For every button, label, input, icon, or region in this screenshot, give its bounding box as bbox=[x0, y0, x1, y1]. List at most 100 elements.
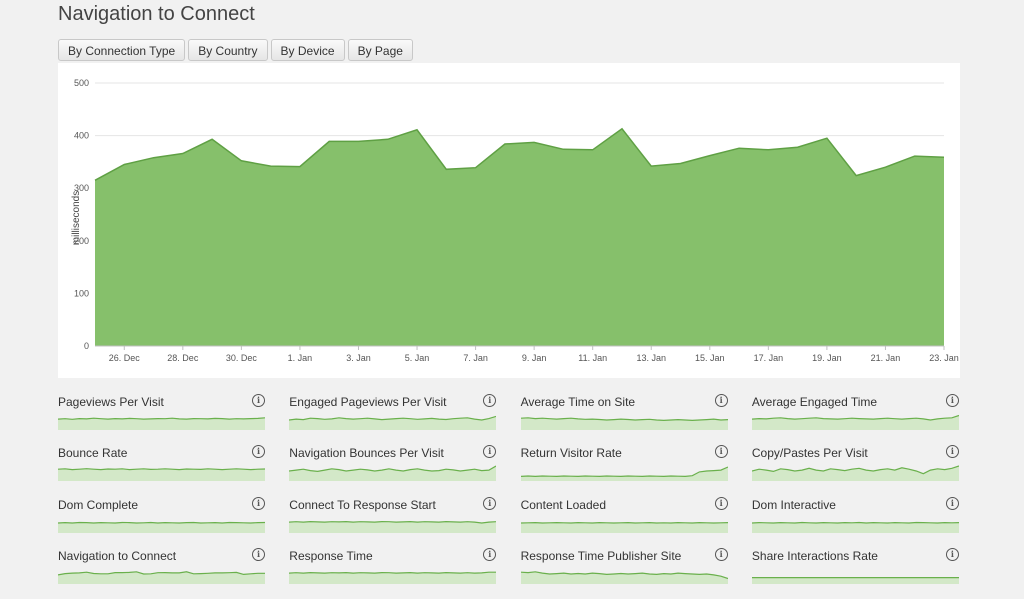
y-tick-label: 500 bbox=[74, 78, 89, 88]
metric-response-time-publisher-site[interactable]: Response Time Publisher Site i bbox=[520, 544, 728, 586]
sparkline-line bbox=[289, 415, 497, 421]
metric-share-interactions-rate[interactable]: Share Interactions Rate i bbox=[751, 544, 959, 586]
x-tick-label: 3. Jan bbox=[346, 353, 371, 363]
info-icon[interactable]: i bbox=[714, 445, 728, 459]
x-tick-label: 1. Jan bbox=[288, 353, 313, 363]
metric-average-time-on-site[interactable]: Average Time on Site i bbox=[520, 390, 728, 432]
metric-label: Dom Interactive bbox=[751, 497, 836, 512]
sparkline-line bbox=[58, 521, 265, 524]
metric-sparkline bbox=[751, 465, 959, 482]
info-icon[interactable]: i bbox=[252, 547, 265, 561]
metric-return-visitor-rate[interactable]: Return Visitor Rate i bbox=[520, 441, 728, 483]
metric-sparkline bbox=[289, 571, 497, 584]
x-tick-label: 28. Dec bbox=[167, 353, 199, 363]
x-tick-label: 7. Jan bbox=[463, 353, 488, 363]
info-icon[interactable]: i bbox=[252, 496, 265, 510]
sparkline-line bbox=[751, 521, 959, 524]
sparkline-fill bbox=[58, 522, 265, 533]
x-tick-label: 30. Dec bbox=[226, 353, 258, 363]
info-icon[interactable]: i bbox=[252, 445, 265, 459]
info-icon[interactable]: i bbox=[252, 394, 265, 407]
sparkline-fill bbox=[289, 521, 497, 533]
metric-dom-interactive[interactable]: Dom Interactive i bbox=[751, 493, 959, 535]
metric-dom-complete[interactable]: Dom Complete i bbox=[58, 493, 265, 535]
tab-by-connection-type[interactable]: By Connection Type bbox=[58, 39, 186, 61]
sparkline-fill bbox=[520, 571, 728, 584]
x-tick-label: 23. Jan bbox=[929, 353, 959, 363]
x-tick-label: 26. Dec bbox=[109, 353, 141, 363]
metric-sparkline bbox=[58, 521, 265, 533]
metric-sparkline bbox=[520, 521, 728, 533]
sparkline-line bbox=[58, 468, 265, 471]
metric-sparkline bbox=[751, 414, 959, 430]
area-line bbox=[94, 127, 945, 181]
metric-response-time[interactable]: Response Time i bbox=[289, 544, 497, 586]
metric-pageviews-per-visit[interactable]: Pageviews Per Visit i bbox=[58, 390, 265, 432]
metric-bounce-rate[interactable]: Bounce Rate i bbox=[58, 441, 265, 483]
tab-by-country[interactable]: By Country bbox=[188, 39, 268, 61]
info-icon[interactable]: i bbox=[483, 445, 497, 459]
metric-average-engaged-time[interactable]: Average Engaged Time i bbox=[751, 390, 959, 432]
y-tick-label: 100 bbox=[74, 288, 89, 298]
x-tick-label: 13. Jan bbox=[636, 353, 666, 363]
breakdown-tabs: By Connection Type By Country By Device … bbox=[58, 39, 413, 61]
metric-label: Pageviews Per Visit bbox=[58, 395, 164, 409]
metric-sparkline bbox=[58, 468, 265, 482]
chart-area-series bbox=[94, 127, 945, 346]
tab-by-device[interactable]: By Device bbox=[270, 39, 345, 61]
info-icon[interactable]: i bbox=[714, 394, 728, 407]
x-tick-label: 11. Jan bbox=[578, 353, 607, 363]
metric-label: Bounce Rate bbox=[58, 446, 128, 461]
metric-label: Share Interactions Rate bbox=[751, 548, 878, 563]
y-axis-ticks: 0 100 200 300 400 500 bbox=[74, 78, 89, 351]
metric-label: Response Time bbox=[289, 548, 373, 563]
metric-content-loaded[interactable]: Content Loaded i bbox=[520, 493, 728, 535]
info-icon[interactable]: i bbox=[945, 496, 959, 510]
info-icon[interactable]: i bbox=[483, 394, 497, 407]
sparkline-line bbox=[520, 417, 728, 422]
metric-sparkline bbox=[289, 465, 497, 482]
x-axis-ticks: 26. Dec 28. Dec 30. Dec 1. Jan 3. Jan 5. Jan 7… bbox=[95, 345, 959, 363]
y-tick-label: 0 bbox=[84, 341, 89, 351]
metric-sparkline bbox=[751, 576, 959, 584]
x-tick-label: 21. Jan bbox=[871, 353, 901, 363]
metric-label: Content Loaded bbox=[520, 497, 606, 512]
y-tick-label: 300 bbox=[74, 183, 89, 193]
metric-navigation-to-connect[interactable]: Navigation to Connect i bbox=[58, 544, 265, 586]
sparkline-fill bbox=[520, 522, 728, 533]
metrics-grid: Pageviews Per Visit i Engaged Pageviews Pe… bbox=[58, 390, 960, 595]
info-icon[interactable]: i bbox=[945, 394, 959, 407]
metric-sparkline bbox=[289, 415, 497, 430]
metric-label: Copy/Pastes Per Visit bbox=[751, 446, 868, 461]
sparkline-fill bbox=[520, 417, 728, 430]
metric-engaged-pageviews-per-visit[interactable]: Engaged Pageviews Per Visit i bbox=[289, 390, 497, 432]
sparkline-line bbox=[289, 520, 497, 524]
info-icon[interactable]: i bbox=[945, 547, 959, 561]
x-tick-label: 5. Jan bbox=[405, 353, 430, 363]
sparkline-line bbox=[520, 466, 728, 478]
info-icon[interactable]: i bbox=[483, 496, 497, 510]
sparkline-fill bbox=[289, 572, 497, 584]
x-tick-label: 9. Jan bbox=[522, 353, 547, 363]
area-fill bbox=[95, 128, 944, 346]
y-tick-label: 200 bbox=[74, 236, 89, 246]
sparkline-line bbox=[751, 465, 959, 475]
sparkline-fill bbox=[58, 417, 265, 430]
metric-label: Dom Complete bbox=[58, 497, 139, 512]
metric-label: Response Time Publisher Site bbox=[520, 548, 682, 563]
y-tick-label: 400 bbox=[74, 131, 89, 141]
info-icon[interactable]: i bbox=[714, 547, 728, 561]
metric-copy-pastes-per-visit[interactable]: Copy/Pastes Per Visit i bbox=[751, 441, 959, 483]
sparkline-fill bbox=[58, 571, 265, 584]
info-icon[interactable]: i bbox=[714, 496, 728, 510]
info-icon[interactable]: i bbox=[945, 445, 959, 459]
main-area-chart: 0 100 200 300 400 500 26. Dec 28. Dec 30. Dec 1.… bbox=[58, 63, 960, 378]
metric-connect-to-response-start[interactable]: Connect To Response Start i bbox=[289, 493, 497, 535]
sparkline-line bbox=[58, 417, 265, 420]
page-title: Navigation to Connect bbox=[58, 3, 255, 25]
info-icon[interactable]: i bbox=[483, 547, 497, 561]
sparkline-fill bbox=[751, 522, 959, 533]
metric-sparkline bbox=[520, 571, 728, 584]
tab-by-page[interactable]: By Page bbox=[347, 39, 413, 61]
metric-navigation-bounces-per-visit[interactable]: Navigation Bounces Per Visit i bbox=[289, 441, 497, 483]
